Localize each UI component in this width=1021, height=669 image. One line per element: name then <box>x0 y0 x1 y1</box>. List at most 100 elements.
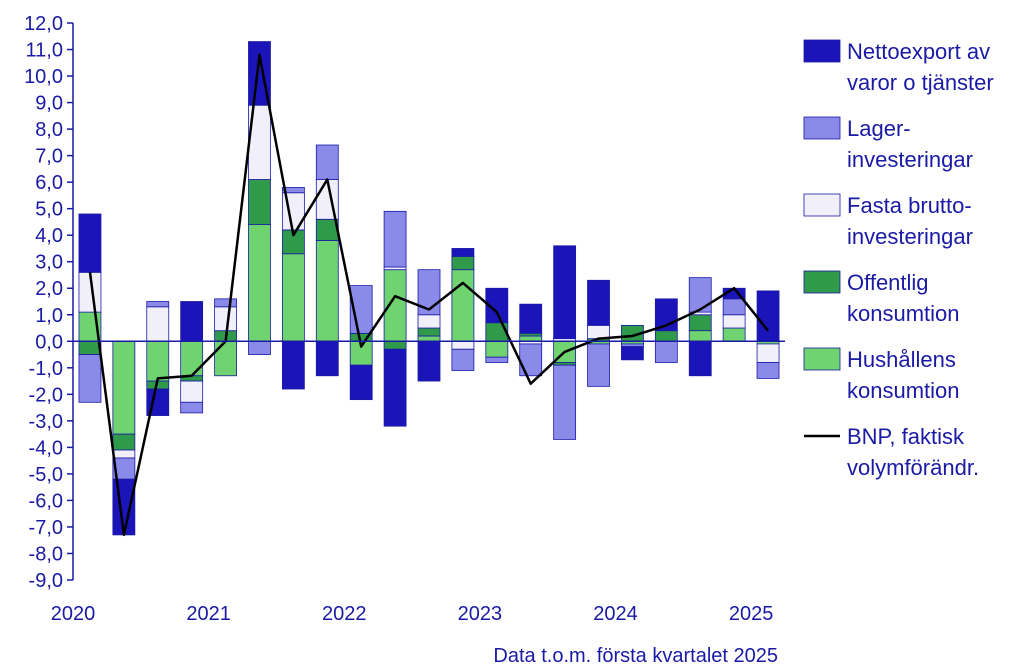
legend: Nettoexport av varor o tjänster Lager-inve… <box>803 39 994 480</box>
legend-swatch-4 <box>803 116 841 140</box>
bar-segment-4-2020k1 <box>78 354 102 403</box>
bar-segment-3-2020k3 <box>146 306 170 342</box>
data-note: Data t.o.m. första kvartalet 2025 <box>493 645 778 667</box>
y-tick-label: 9,0 <box>35 93 63 115</box>
bar-segment-3-2020k2 <box>112 449 136 459</box>
bar-segment-1-2021k4 <box>315 240 339 342</box>
y-tick-label: -1,0 <box>29 358 63 380</box>
bar-segment-1-2022k3 <box>417 335 441 342</box>
bar-segment-5-2020k1 <box>78 213 102 273</box>
axis-layer: 12,0 11,0 10,0 9,0 8,0 7,0 6,0 5,0 4,0 3,0 2,0 1,0 0… <box>24 13 785 625</box>
bar-segment-1-2023k1 <box>485 340 509 358</box>
legend-label: Hushållens <box>847 347 956 372</box>
bar-segment-3-2022k3 <box>417 314 441 329</box>
bar-segment-4-2023k2 <box>519 343 543 377</box>
bar-segment-1-2023k2 <box>519 335 543 342</box>
x-year-label: 2021 <box>186 603 231 625</box>
bar-segment-1-2020k3 <box>146 340 170 382</box>
bar-segment-2-2022k4 <box>451 256 475 271</box>
x-year-label: 2023 <box>458 603 503 625</box>
bar-layer <box>78 41 780 536</box>
bar-segment-5-2020k4 <box>180 301 204 342</box>
bar-segment-3-2021k1 <box>214 306 237 332</box>
bar-segment-1-2024k3 <box>688 330 712 342</box>
bar-segment-2-2024k2 <box>654 330 678 342</box>
bar-segment-5-2024k1 <box>621 346 644 361</box>
bar-segment-4-2021k3 <box>281 187 305 194</box>
bar-segment-2-2021k2 <box>248 179 271 225</box>
y-tick-label: -8,0 <box>29 543 63 565</box>
bar-segment-1-2022k4 <box>451 269 475 342</box>
y-tick-label: -7,0 <box>29 517 63 539</box>
legend-swatch-1 <box>803 347 841 371</box>
bar-segment-1-2021k1 <box>214 340 237 377</box>
y-tick-label: -9,0 <box>29 570 63 592</box>
legend-label: volymförändr. <box>847 455 979 480</box>
x-year-label: 2024 <box>593 603 638 625</box>
y-tick-label: 1,0 <box>35 305 63 327</box>
legend-label: Fasta brutto- <box>847 193 972 218</box>
y-tick-label: -2,0 <box>29 384 63 406</box>
bar-segment-5-2021k3 <box>281 340 305 390</box>
x-year-label: 2025 <box>729 603 774 625</box>
bar-segment-3-2024k4 <box>722 314 746 329</box>
y-tick-label: 2,0 <box>35 278 63 300</box>
legend-label: Lager- <box>847 116 911 141</box>
y-tick-label: 4,0 <box>35 225 63 247</box>
x-year-label: 2020 <box>51 603 96 625</box>
bar-segment-4-2023k3 <box>553 364 577 440</box>
bar-segment-1-2021k2 <box>248 224 271 342</box>
legend-label: varor o tjänster <box>847 70 994 95</box>
bar-segment-3-2022k4 <box>451 340 475 350</box>
bar-segment-2-2020k2 <box>112 433 136 451</box>
y-tick-label: 3,0 <box>35 252 63 274</box>
bar-segment-4-2021k4 <box>315 144 339 180</box>
bar-segment-4-2021k1 <box>214 298 237 308</box>
legend-swatch-3 <box>803 193 841 217</box>
bar-segment-5-2025k1 <box>756 290 780 342</box>
bar-segment-4-2024k4 <box>722 298 746 316</box>
legend-label: Nettoexport av <box>847 39 990 64</box>
bar-segment-4-2022k4 <box>451 348 475 371</box>
bar-segment-3-2025k1 <box>756 343 780 363</box>
y-tick-label: -4,0 <box>29 437 63 459</box>
bar-segment-4-2022k3 <box>417 269 441 316</box>
bar-segment-1-2024k4 <box>722 327 746 342</box>
bar-segment-5-2023k3 <box>553 245 577 340</box>
y-tick-label: 0,0 <box>35 331 63 353</box>
legend-label: konsumtion <box>847 378 960 403</box>
bar-segment-4-2020k3 <box>146 301 170 308</box>
bar-segment-5-2022k4 <box>451 248 475 257</box>
legend-swatch-5 <box>803 39 841 63</box>
bar-segment-5-2024k3 <box>688 340 712 377</box>
bar-segment-1-2021k3 <box>281 253 305 342</box>
bar-segment-4-2023k4 <box>587 343 610 387</box>
bar-segment-4-2024k2 <box>654 340 678 363</box>
bar-segment-1-2020k4 <box>180 340 204 377</box>
y-tick-label: -3,0 <box>29 411 63 433</box>
bar-segment-5-2023k1 <box>485 287 509 324</box>
bar-segment-2-2020k1 <box>78 340 102 355</box>
bar-segment-5-2023k4 <box>587 279 610 326</box>
bar-segment-4-2020k4 <box>180 401 204 414</box>
y-tick-label: 11,0 <box>26 40 63 62</box>
legend-label: BNP, faktisk <box>847 424 965 449</box>
y-tick-label: 8,0 <box>35 119 63 141</box>
y-tick-label: 6,0 <box>35 172 63 194</box>
legend-swatch-2 <box>803 270 841 294</box>
bar-segment-5-2022k1 <box>349 364 373 401</box>
x-year-label: 2022 <box>322 603 367 625</box>
legend-label: investeringar <box>847 147 973 172</box>
bar-segment-5-2021k4 <box>315 340 339 377</box>
bar-segment-4-2021k2 <box>248 340 271 355</box>
bar-segment-2-2022k3 <box>417 327 441 337</box>
bar-segment-4-2023k1 <box>485 356 509 363</box>
bar-segment-1-2020k2 <box>112 340 136 435</box>
bar-segment-2-2022k2 <box>383 340 407 350</box>
line-layer <box>88 53 769 537</box>
bar-segment-3-2023k4 <box>587 324 610 340</box>
y-tick-label: 7,0 <box>35 146 63 168</box>
bar-segment-2-2024k3 <box>688 314 712 332</box>
gdp-line <box>88 53 769 537</box>
